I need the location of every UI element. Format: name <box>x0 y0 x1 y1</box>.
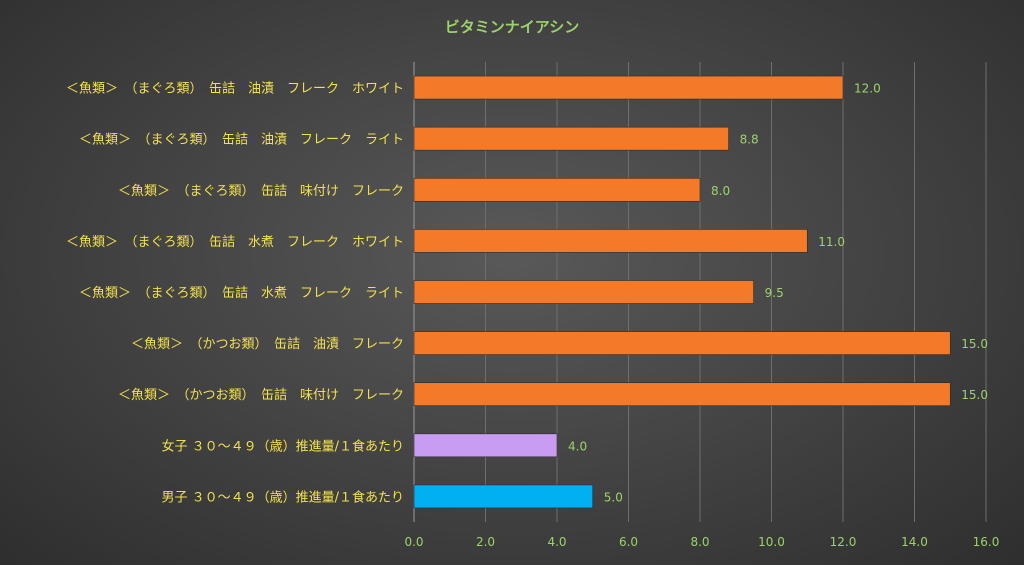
data-label: 15.0 <box>961 388 988 402</box>
category-label: ＜魚類＞ （まぐろ類） 缶詰 油漬 フレーク ライト <box>79 132 404 148</box>
category-label: ＜魚類＞ （かつお類） 缶詰 味付け フレーク <box>118 387 404 403</box>
data-label: 4.0 <box>568 439 587 453</box>
chart-title: ビタミンナイアシン <box>445 18 579 36</box>
data-label: 12.0 <box>854 82 881 96</box>
category-label: ＜魚類＞ （まぐろ類） 缶詰 油漬 フレーク ホワイト <box>66 81 404 97</box>
bar <box>413 382 951 407</box>
bar <box>413 177 701 202</box>
bar <box>413 433 558 458</box>
x-tick-label: 16.0 <box>973 535 1000 549</box>
x-tick-label: 2.0 <box>476 535 495 549</box>
bar <box>413 126 729 151</box>
category-label: ＜魚類＞ （まぐろ類） 缶詰 味付け フレーク <box>118 183 404 199</box>
x-tick-label: 14.0 <box>901 535 928 549</box>
bar <box>413 331 951 355</box>
x-tick-label: 0.0 <box>404 535 423 549</box>
bar <box>413 484 594 509</box>
x-tick-label: 8.0 <box>690 535 709 549</box>
data-labels: 12.0 8.8 8.0 11.0 9.5 15.0 15.0 4.0 5.0 <box>568 82 988 505</box>
x-tick-labels: 0.0 2.0 4.0 6.0 8.0 10.0 12.0 14.0 16.0 <box>404 535 999 549</box>
data-label: 8.8 <box>740 133 759 147</box>
data-label: 15.0 <box>961 337 988 351</box>
category-labels: ＜魚類＞ （まぐろ類） 缶詰 油漬 フレーク ホワイト ＜魚類＞ （まぐろ類） 缶… <box>66 81 404 506</box>
x-tick-label: 6.0 <box>619 535 638 549</box>
x-tick-label: 12.0 <box>830 535 857 549</box>
category-label: ＜魚類＞ （まぐろ類） 缶詰 水煮 フレーク ホワイト <box>66 234 404 250</box>
data-label: 8.0 <box>711 184 730 198</box>
data-label: 9.5 <box>765 286 784 300</box>
bar <box>413 75 844 100</box>
category-label: ＜魚類＞ （かつお類） 缶詰 油漬 フレーク <box>131 336 404 352</box>
x-tick-label: 10.0 <box>758 535 785 549</box>
bar <box>413 229 808 253</box>
bars <box>413 75 951 509</box>
data-label: 5.0 <box>604 490 623 504</box>
bar <box>413 280 754 304</box>
category-label: 女子 ３０～４９（歳）推進量/１食あたり <box>161 438 404 454</box>
category-label: 男子 ３０～４９（歳）推進量/１食あたり <box>161 489 404 505</box>
x-tick-label: 4.0 <box>547 535 566 549</box>
data-label: 11.0 <box>818 235 845 249</box>
category-label: ＜魚類＞ （まぐろ類） 缶詰 水煮 フレーク ライト <box>79 285 404 301</box>
